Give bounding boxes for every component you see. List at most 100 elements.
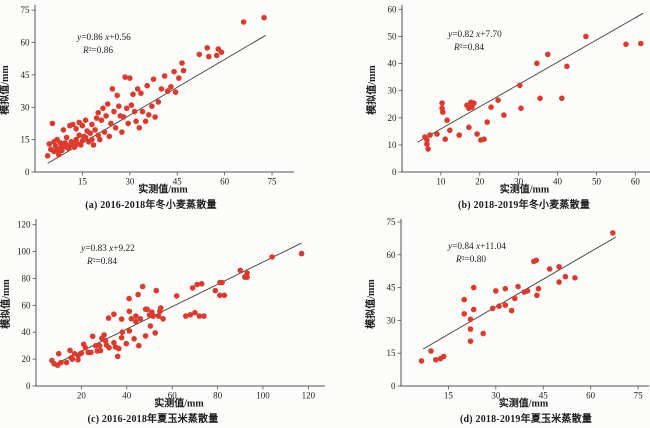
y-tick-label: 15: [21, 135, 31, 145]
data-point: [456, 132, 462, 138]
data-point: [172, 89, 179, 95]
y-tick-label: 40: [22, 327, 32, 337]
data-point: [67, 347, 73, 354]
data-point: [82, 117, 89, 123]
data-point: [502, 285, 509, 292]
data-point: [198, 281, 205, 287]
data-point: [89, 333, 96, 340]
data-point: [58, 359, 64, 366]
data-point: [173, 293, 180, 299]
y-tick-label: 0: [391, 381, 396, 391]
data-point: [92, 342, 99, 349]
data-point: [134, 86, 141, 92]
x-tick-label: 80: [213, 391, 223, 401]
data-point: [466, 124, 472, 131]
data-point: [133, 313, 139, 319]
data-point: [123, 340, 130, 347]
data-point: [196, 51, 203, 58]
data-point: [139, 108, 146, 115]
data-point: [164, 88, 171, 94]
panel-summer-maize-2016-2018: 20 40 60 80 100 120 0 20 40 60 80 100 120 y=0.83 x+9.…: [0, 214, 325, 428]
data-point: [461, 311, 467, 317]
data-point: [192, 309, 198, 316]
data-point: [116, 103, 122, 109]
data-point: [128, 316, 135, 322]
data-point: [125, 120, 131, 127]
data-point: [556, 264, 562, 270]
data-point: [212, 287, 219, 294]
data-point: [147, 323, 154, 329]
data-point: [133, 318, 139, 325]
data-point: [562, 273, 569, 280]
data-point: [433, 357, 439, 363]
data-point: [610, 230, 616, 236]
data-point: [89, 121, 95, 128]
y-axis-label: 模拟值/mm: [364, 279, 377, 329]
tick-labels: 20 40 60 80 100 120 0 20 40 60 80 100 120: [17, 220, 316, 401]
data-point: [434, 131, 440, 137]
data-point: [572, 275, 578, 281]
data-point: [87, 130, 94, 136]
data-point: [502, 302, 509, 308]
regression-line: [422, 236, 617, 350]
y-tick-label: 80: [22, 273, 32, 283]
data-point: [168, 84, 174, 90]
data-point: [204, 45, 210, 51]
data-point: [155, 313, 162, 319]
data-point: [508, 307, 515, 314]
data-point: [244, 270, 250, 276]
regression-line: [417, 12, 644, 143]
data-point: [101, 332, 107, 338]
y-axis-label: 模拟值/mm: [365, 65, 378, 115]
data-point: [90, 142, 97, 148]
data-point: [97, 136, 103, 143]
data-point: [442, 136, 448, 142]
x-axis-label: 实测值/mm: [499, 397, 549, 410]
data-point: [534, 60, 540, 67]
data-point: [150, 313, 156, 319]
data-point: [92, 127, 98, 133]
data-point: [194, 281, 200, 288]
data-point: [73, 136, 79, 143]
data-point: [122, 74, 128, 80]
data-point: [480, 330, 486, 337]
data-point: [444, 117, 450, 123]
scatter-points: [418, 230, 616, 364]
data-point: [244, 274, 250, 280]
y-tick-label: 100: [17, 247, 31, 257]
x-axis-label: 实测值/mm: [500, 183, 550, 196]
data-point: [189, 285, 196, 291]
y-tick-label: 60: [387, 250, 397, 260]
data-point: [545, 51, 551, 58]
tick-marks: [398, 8, 636, 176]
data-point: [206, 53, 212, 60]
y-tick-label: 20: [22, 354, 32, 364]
data-point: [183, 313, 189, 319]
data-point: [138, 90, 144, 96]
x-tick-label: 45: [173, 177, 183, 187]
panel-a-caption: (a) 2016-2018年冬小麦蒸散量: [85, 200, 217, 211]
data-point: [133, 118, 139, 125]
y-axis-label: 模拟值/mm: [0, 65, 11, 115]
data-point: [144, 306, 150, 313]
data-point: [82, 344, 89, 351]
tick-marks: [32, 224, 309, 390]
x-tick-label: 30: [514, 177, 524, 187]
data-point: [104, 101, 111, 107]
r-squared-label: R²=0.84: [86, 257, 117, 267]
data-point: [127, 75, 133, 81]
y-tick-label: 50: [388, 31, 398, 41]
data-point: [240, 19, 247, 25]
r-squared-label: R²=0.84: [453, 43, 484, 53]
data-point: [118, 334, 125, 341]
y-tick-label: 120: [17, 220, 31, 230]
panel-b-caption: (b) 2018-2019年冬小麦蒸散量: [457, 200, 591, 211]
data-point: [481, 136, 487, 142]
y-tick-label: 60: [21, 38, 31, 48]
data-point: [237, 267, 244, 274]
data-point: [46, 141, 52, 147]
data-point: [137, 316, 144, 322]
x-axis-label: 实测值/mm: [154, 397, 204, 410]
data-point: [130, 91, 136, 98]
r-squared-label: R²=0.80: [455, 255, 486, 265]
